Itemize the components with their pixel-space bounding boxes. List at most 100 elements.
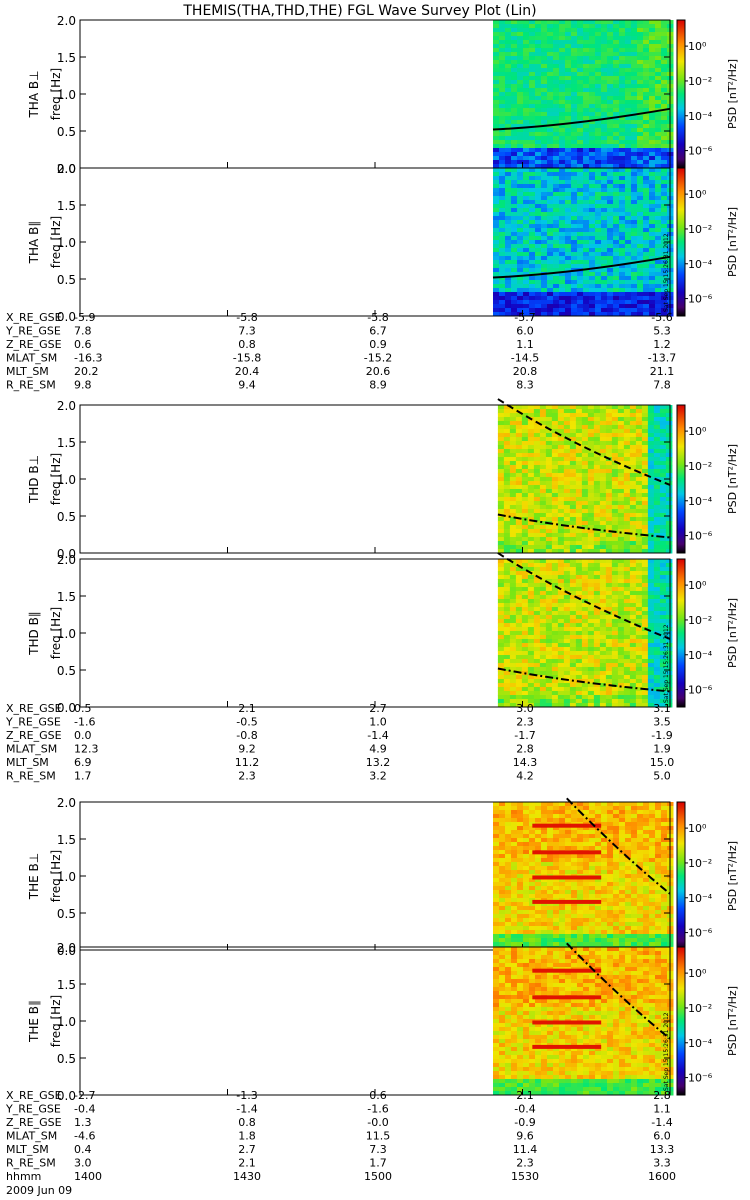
- y-tick-label: 1.5: [57, 51, 76, 65]
- wave-band: [532, 850, 602, 855]
- colorbar: [676, 167, 686, 317]
- colorbar-label: PSD [nT²/Hz]: [726, 598, 739, 668]
- ephemeris-label: X_RE_GSE: [6, 702, 62, 715]
- colorbar-tick-label: 10⁰: [688, 425, 707, 438]
- colorbar-tick-label: 10⁻⁶: [688, 145, 713, 158]
- colorbar-tick-label: 10⁻⁴: [688, 495, 713, 508]
- panel-label: THD B⊥: [27, 455, 41, 504]
- date-label: 2009 Jun 09: [6, 1184, 72, 1197]
- ephemeris-label: Z_RE_GSE: [6, 338, 62, 351]
- ephemeris-value: 2.7: [238, 1143, 256, 1156]
- ephemeris-value: 12.3: [74, 743, 99, 756]
- y-tick-label: 0.5: [57, 907, 76, 921]
- panel-label: THA B⊥: [27, 70, 41, 118]
- ephemeris-value: 4.9: [369, 743, 387, 756]
- ephemeris-value: 5.0: [653, 770, 671, 783]
- ephemeris-value: 7.3: [369, 1143, 387, 1156]
- frequency-line: [497, 552, 671, 640]
- timestamp-stamp: Sat Sep 15 15:26:31 2012: [663, 1012, 670, 1091]
- ephemeris-value: 5.3: [653, 325, 671, 338]
- ephemeris-value: -4.6: [74, 1130, 95, 1143]
- ephemeris-value: 20.2: [74, 365, 99, 378]
- ephemeris-value: -5.6: [651, 311, 672, 324]
- spectrogram-cells: [497, 559, 673, 708]
- ephemeris-value: 3.5: [653, 716, 671, 729]
- ephemeris-table: X_RE_GSE -5.9 -5.8 -5.8 -5.7 -5.6 Y_RE_GSE 7.8 7…: [5, 311, 676, 392]
- ephemeris-value: 3.1: [653, 702, 671, 715]
- x-tick-label: 1430: [233, 1170, 261, 1183]
- colorbar-tick-label: 10⁻²: [688, 614, 712, 627]
- ephemeris-value: 0.6: [74, 338, 92, 351]
- frequency-line: [497, 398, 671, 486]
- ephemeris-value: 20.4: [235, 365, 260, 378]
- frequency-line: [497, 667, 671, 693]
- ephemeris-value: 2.7: [369, 702, 387, 715]
- y-tick-label: 2.0: [57, 162, 76, 176]
- ephemeris-value: -5.7: [514, 311, 535, 324]
- ephemeris-value: 0.9: [369, 338, 387, 351]
- ephemeris-value: -1.9: [651, 729, 672, 742]
- ephemeris-value: 1.7: [74, 770, 92, 783]
- ephemeris-value: -13.7: [648, 352, 676, 365]
- y-tick-label: 1.5: [57, 590, 76, 604]
- ephemeris-label: MLT_SM: [6, 756, 49, 769]
- ephemeris-value: 21.1: [650, 365, 675, 378]
- ephemeris-label: Y_RE_GSE: [5, 325, 61, 338]
- ephemeris-value: -5.8: [236, 311, 257, 324]
- y-tick-label: 0.0: [57, 547, 76, 561]
- colorbar-tick-label: 10⁻⁶: [688, 684, 713, 697]
- ephemeris-value: 0.4: [74, 1143, 92, 1156]
- ephemeris-value: 7.8: [653, 379, 671, 392]
- ephemeris-value: 1.1: [653, 1103, 671, 1116]
- ephemeris-value: 11.4: [513, 1143, 538, 1156]
- colorbar-label: PSD [nT²/Hz]: [726, 986, 739, 1056]
- frequency-line: [497, 513, 671, 539]
- freq-axis-label: freq [Hz]: [49, 850, 63, 902]
- ephemeris-value: 7.8: [74, 325, 92, 338]
- ephemeris-value: 8.9: [369, 379, 387, 392]
- colorbar-tick-label: 10⁰: [688, 579, 707, 592]
- colorbar: [676, 801, 686, 951]
- y-tick-label: 0.5: [57, 664, 76, 678]
- colorbar-tick-label: 10⁻⁴: [688, 258, 713, 271]
- ephemeris-label: R_RE_SM: [6, 379, 56, 392]
- wave-band: [532, 1020, 602, 1025]
- wave-band: [532, 823, 602, 828]
- ephemeris-label: Y_RE_GSE: [5, 1103, 61, 1116]
- colorbar-tick-label: 10⁻⁴: [688, 892, 713, 905]
- colorbar-tick-label: 10⁻⁶: [688, 530, 713, 543]
- spectrogram-panel: 0.0 0.5 1.0 1.5 2.0 THE B∥ freq [Hz] 10⁰ 10⁻² 10⁻…: [27, 941, 739, 1103]
- y-tick-label: 2.0: [57, 941, 76, 955]
- ephemeris-value: 4.2: [516, 770, 534, 783]
- ephemeris-value: 0.6: [369, 1089, 387, 1102]
- x-tick-label: 1400: [74, 1170, 102, 1183]
- ephemeris-label: Y_RE_GSE: [5, 716, 61, 729]
- ephemeris-value: -1.6: [367, 1103, 388, 1116]
- ephemeris-value: 1.8: [238, 1130, 256, 1143]
- colorbar-tick-label: 10⁰: [688, 40, 707, 53]
- ephemeris-value: -5.8: [367, 311, 388, 324]
- colorbar: [676, 946, 686, 1096]
- ephemeris-value: 0.0: [74, 729, 92, 742]
- colorbar-tick-label: 10⁻²: [688, 223, 712, 236]
- ephemeris-value: -16.3: [74, 352, 102, 365]
- y-tick-label: 1.0: [57, 627, 76, 641]
- ephemeris-value: 9.6: [516, 1130, 534, 1143]
- ephemeris-value: 6.0: [516, 325, 534, 338]
- x-tick-label: 1530: [511, 1170, 539, 1183]
- ephemeris-label: MLAT_SM: [6, 1130, 57, 1143]
- ephemeris-label: MLT_SM: [6, 1143, 49, 1156]
- frequency-line: [566, 797, 671, 895]
- panel-label: THA B∥: [27, 221, 41, 265]
- y-tick-label: 1.5: [57, 978, 76, 992]
- ephemeris-table: X_RE_GSE 0.5 2.1 2.7 3.0 3.1 Y_RE_GSE -1.6 -0.5 1…: [5, 702, 674, 783]
- ephemeris-value: 2.1: [238, 702, 256, 715]
- ephemeris-label: R_RE_SM: [6, 1157, 56, 1170]
- ephemeris-value: 13.2: [366, 756, 391, 769]
- ephemeris-table: X_RE_GSE -2.7 -1.3 0.6 2.1 2.8 Y_RE_GSE -0.4 -1.…: [5, 1089, 676, 1183]
- colorbar-tick-label: 10⁻⁶: [688, 927, 713, 940]
- y-tick-label: 0.0: [57, 944, 76, 958]
- y-tick-label: 2.0: [57, 14, 76, 28]
- spectrogram-cells: [493, 20, 674, 169]
